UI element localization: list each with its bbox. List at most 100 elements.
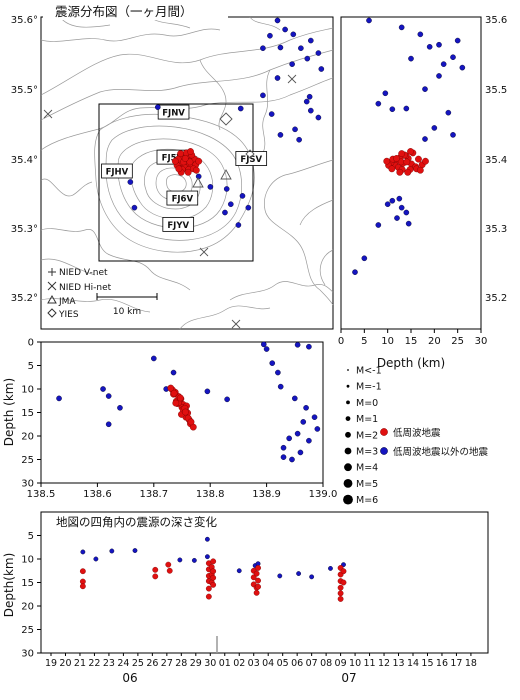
lon-depth-point <box>306 343 312 350</box>
magnitude-marker <box>347 369 349 371</box>
lon-depth-xtick-label: 138.5 <box>27 489 56 500</box>
lon-depth-point <box>294 430 301 437</box>
lon-depth-point <box>170 369 177 376</box>
station-label-box <box>157 104 190 120</box>
lat-depth-point <box>398 204 405 211</box>
magnitude-label: M=5 <box>356 479 378 490</box>
lat-depth-ytick: 35.3 <box>485 224 507 235</box>
time-depth-xtick-label: 01 <box>219 658 231 669</box>
map-epicenter <box>192 166 200 174</box>
map-ytick-label: 35.4° <box>11 155 38 166</box>
lat-depth-point <box>383 157 391 165</box>
topography-contours <box>40 16 334 330</box>
time-depth-xtick-label: 13 <box>392 658 404 669</box>
lon-depth-ytick-label: 20 <box>21 432 34 443</box>
time-depth-xtick-label: 26 <box>146 658 158 669</box>
time-depth-xtick-label: 08 <box>320 658 332 669</box>
magnitude-label: M=2 <box>356 430 378 441</box>
station-label-box <box>101 163 133 179</box>
lat-depth-point <box>361 255 368 262</box>
legend-red-label: 低周波地震 <box>393 427 441 439</box>
lon-depth-point <box>300 419 307 425</box>
time-depth-title: 地図の四角内の震源の深さ変化 <box>56 515 217 529</box>
lon-depth-point <box>105 421 112 428</box>
magnitude-marker <box>344 463 352 472</box>
lat-depth-xtick-label: 20 <box>428 336 441 347</box>
map-epicenter <box>260 45 266 52</box>
lat-depth-point <box>422 157 429 165</box>
time-depth-ytick-label: 20 <box>21 602 34 613</box>
station-label-box <box>166 190 199 206</box>
lon-depth-point <box>294 342 301 348</box>
lon-depth-xtick-label: 138.9 <box>252 489 281 500</box>
station-label: FJYV <box>167 221 189 231</box>
station-label-box <box>162 216 195 232</box>
time-depth-ytick-label: 15 <box>21 578 34 589</box>
time-depth-xtick-label: 22 <box>88 658 100 669</box>
map-ytick-label: 35.2° <box>11 293 38 304</box>
time-depth-point <box>205 593 212 600</box>
map-epicenter <box>127 179 134 185</box>
time-depth-xtick-label: 24 <box>117 658 129 669</box>
time-depth-xtick-label: 06 <box>291 658 303 669</box>
legend-v-net-symbol <box>48 268 56 276</box>
lat-depth-points <box>352 17 466 275</box>
time-depth-ytick-label: 25 <box>21 625 34 636</box>
legend-hi-net-symbol <box>47 281 57 291</box>
lon-depth-ytick-label: 30 <box>21 479 34 490</box>
map-ytick-label: 35.5° <box>11 85 38 96</box>
magnitude-marker <box>345 431 351 438</box>
time-depth-point <box>191 558 197 563</box>
legend-hi-net-label: NIED Hi-net <box>59 283 112 293</box>
scale-bar-label: 10 km <box>113 307 141 317</box>
lon-depth-point <box>280 444 287 451</box>
lon-depth-point <box>306 437 312 444</box>
lon-depth-ytick-label: 15 <box>21 408 34 419</box>
lat-depth-point <box>394 215 400 221</box>
lat-depth-point <box>389 197 396 204</box>
lon-depth-ylabel: Depth (km) <box>2 378 16 446</box>
magnitude-label: M=3 <box>356 447 378 458</box>
magnitude-label: M=4 <box>356 463 378 474</box>
lat-depth-point <box>422 86 428 92</box>
lon-depth-point <box>204 388 211 395</box>
lat-depth-x-axis: 0 5 10 15 20 25 30 <box>338 329 487 347</box>
lon-depth-point <box>303 404 309 411</box>
time-depth-xtick-label: 14 <box>407 658 419 669</box>
lat-depth-xlabel: Depth (km) <box>377 356 445 370</box>
focus-rectangle <box>98 103 254 262</box>
lat-depth-point <box>366 17 372 24</box>
time-depth-xtick-label: 23 <box>103 658 115 669</box>
time-depth-ytick-label: 10 <box>21 555 34 566</box>
lat-depth-panel: 35.6 35.5 35.4 35.3 35.2 0 5 10 15 20 25 30 De… <box>338 15 507 370</box>
lat-depth-point <box>404 168 412 176</box>
map-epicenter <box>223 186 230 192</box>
map-epicenter <box>315 50 322 56</box>
time-depth-point <box>253 570 260 577</box>
magnitude-label: M=-1 <box>356 382 382 393</box>
time-depth-point <box>109 548 115 554</box>
lat-depth-point <box>450 54 456 61</box>
time-depth-xtick-label: 17 <box>450 658 462 669</box>
lon-depth-point <box>167 384 175 392</box>
lat-depth-xtick-label: 0 <box>338 336 344 347</box>
month-label-07: 07 <box>341 671 356 685</box>
map-epicenter <box>186 158 194 166</box>
magnitude-marker <box>346 400 350 405</box>
time-depth-point <box>328 566 333 571</box>
map-epicenter <box>277 44 284 51</box>
lon-depth-point <box>311 414 318 421</box>
lat-depth-point <box>375 222 382 228</box>
lon-depth-point <box>260 341 267 348</box>
lon-depth-xtick-label: 138.7 <box>139 489 168 500</box>
time-depth-xtick-label: 19 <box>45 658 57 669</box>
map-epicenters <box>127 17 325 228</box>
lat-depth-point <box>408 55 414 62</box>
time-depth-point <box>296 571 302 576</box>
other-symbols <box>43 74 297 329</box>
lon-depth-point <box>150 355 157 362</box>
legend-blue-marker <box>380 447 388 455</box>
lat-depth-point <box>393 155 400 162</box>
map-epicenter <box>245 204 252 211</box>
